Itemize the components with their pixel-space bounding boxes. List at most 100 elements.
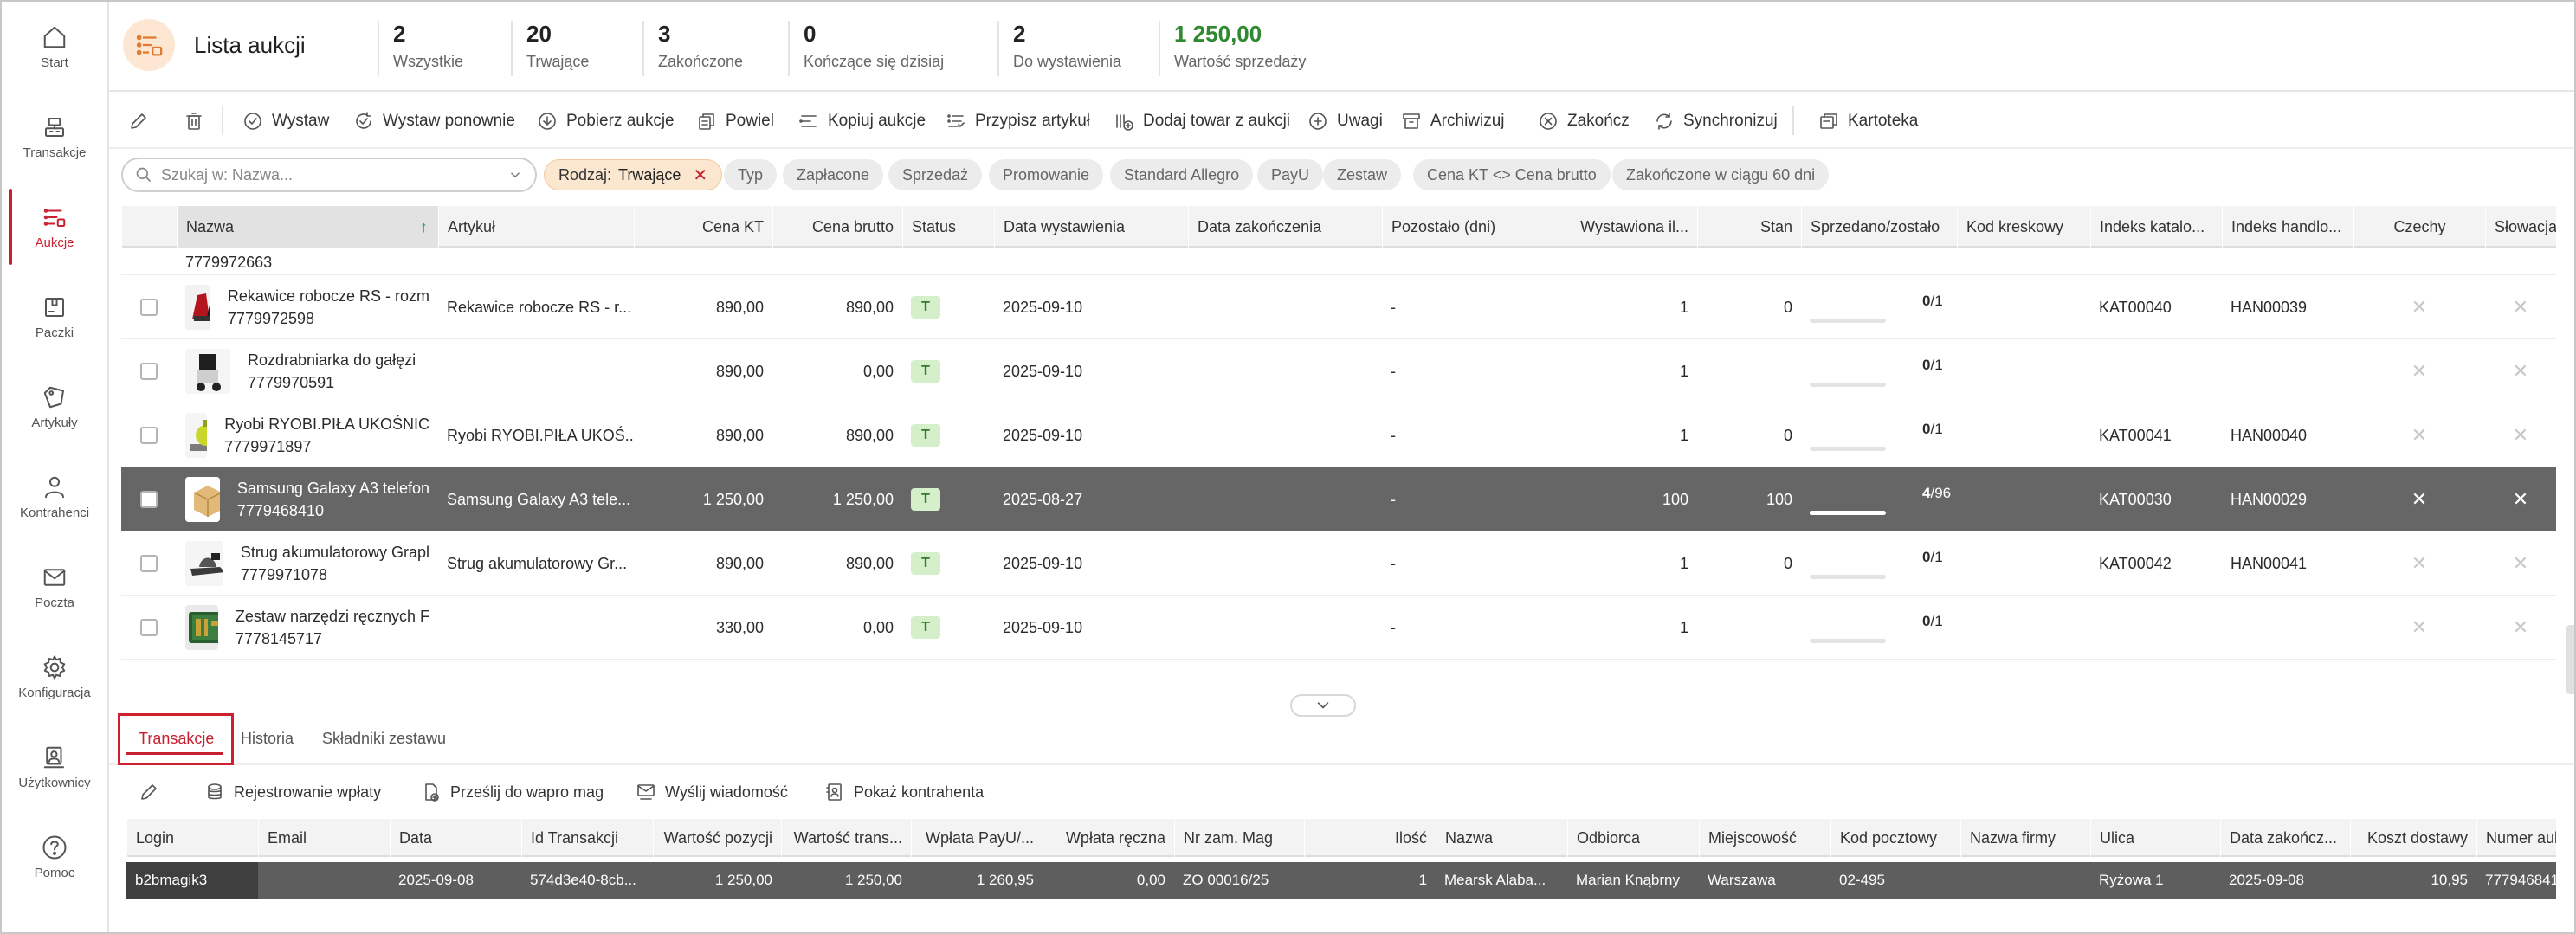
filter-chip[interactable]: Standard Allegro <box>1110 159 1254 190</box>
pencil-button[interactable] <box>128 107 149 135</box>
filter-chip[interactable]: Zestaw <box>1323 159 1402 190</box>
sidebar-item-konfiguracja[interactable]: Konfiguracja <box>2 632 107 722</box>
sidebar-item-pomoc[interactable]: Pomoc <box>2 812 107 902</box>
edit-transaction-button[interactable] <box>139 779 159 805</box>
transactions-column-header[interactable]: Ulica <box>2090 819 2220 857</box>
transactions-column-header[interactable]: Nazwa firmy <box>1960 819 2090 857</box>
stat-1[interactable]: 20 Trwające <box>511 21 589 76</box>
column-header[interactable]: Pozostało (dni) <box>1382 206 1540 248</box>
filter-chip[interactable]: PayU <box>1257 159 1324 190</box>
column-header[interactable]: Nazwa ↑ <box>177 206 438 248</box>
close-icon[interactable]: ✕ <box>2512 424 2529 446</box>
close-icon[interactable]: ✕ <box>2411 488 2428 510</box>
tool-coins-button[interactable]: Rejestrowanie wpłaty <box>204 779 381 805</box>
toolbar-check-refresh-button[interactable]: Wystaw ponownie <box>353 107 515 135</box>
filter-chip[interactable]: Zapłacone <box>783 159 884 190</box>
sidebar-item-paczki[interactable]: Paczki <box>2 272 107 362</box>
close-icon[interactable]: ✕ <box>2411 424 2428 446</box>
column-header[interactable]: Wystawiona il... <box>1540 206 1697 248</box>
close-icon[interactable]: ✕ <box>2512 616 2529 638</box>
tool-contact-card-button[interactable]: Pokaż kontrahenta <box>824 779 984 805</box>
tool-message-button[interactable]: Wyślij wiadomość <box>636 779 788 805</box>
close-icon[interactable]: ✕ <box>693 165 708 185</box>
transactions-column-header[interactable]: Koszt dostawy <box>2350 819 2476 857</box>
column-header[interactable]: Kod kreskowy <box>1957 206 2090 248</box>
close-icon[interactable]: ✕ <box>2411 552 2428 574</box>
column-header[interactable]: Indeks katalo... <box>2090 206 2222 248</box>
sidebar-item-artykuły[interactable]: Artykuły <box>2 362 107 452</box>
toolbar-assign-button[interactable]: Przypisz artykuł <box>946 107 1090 135</box>
column-header[interactable]: Indeks handlo... <box>2222 206 2353 248</box>
sidebar-item-transakcje[interactable]: Transakcje <box>2 92 107 182</box>
sidebar-item-aukcje[interactable]: Aukcje <box>2 182 107 272</box>
transactions-column-header[interactable]: Ilość <box>1304 819 1436 857</box>
column-header[interactable]: Artykuł <box>438 206 634 248</box>
toolbar-copy-list-button[interactable]: Kopiuj aukcje <box>798 107 926 135</box>
table-row[interactable]: b2bmagik3 2025-09-08 574d3e40-8cb... 1 250,… <box>126 862 2556 899</box>
stat-2[interactable]: 3 Zakończone <box>642 21 743 76</box>
transactions-column-header[interactable]: Wartość trans... <box>781 819 911 857</box>
scrollbar[interactable] <box>2566 625 2574 694</box>
row-checkbox[interactable] <box>140 491 158 508</box>
close-icon[interactable]: ✕ <box>2512 296 2529 318</box>
close-icon[interactable]: ✕ <box>2411 616 2428 638</box>
close-icon[interactable]: ✕ <box>2512 488 2529 510</box>
row-checkbox[interactable] <box>140 555 158 572</box>
row-checkbox[interactable] <box>140 363 158 380</box>
tab-skladniki-zestawu[interactable]: Składniki zestawu <box>322 730 447 747</box>
table-row[interactable]: Zestaw narzędzi ręcznych F 7778145717 330,… <box>121 596 2556 660</box>
transactions-column-header[interactable]: Kod pocztowy <box>1830 819 1960 857</box>
sidebar-item-poczta[interactable]: Poczta <box>2 542 107 632</box>
column-header[interactable]: Czechy <box>2353 206 2485 248</box>
column-header[interactable]: Sprzedano/zostało <box>1801 206 1957 248</box>
stat-3[interactable]: 0 Kończące się dzisiaj <box>788 21 944 76</box>
toolbar-sync-button[interactable]: Synchronizuj <box>1654 107 1778 135</box>
transactions-column-header[interactable]: Numer aukcji <box>2476 819 2556 857</box>
table-row[interactable]: Rozdrabniarka do gałęzi 7779970591 890,00 0… <box>121 339 2556 403</box>
toolbar-cards-button[interactable]: Kartoteka <box>1818 107 1918 135</box>
toolbar-add-product-button[interactable]: Dodaj towar z aukcji <box>1114 107 1290 135</box>
column-header[interactable]: Data wystawienia <box>994 206 1188 248</box>
trash-button[interactable] <box>184 107 204 135</box>
toolbar-download-button[interactable]: Pobierz aukcje <box>537 107 675 135</box>
column-header[interactable]: Cena KT <box>634 206 772 248</box>
close-icon[interactable]: ✕ <box>2512 552 2529 574</box>
table-row[interactable]: Ryobi RYOBI.PIŁA UKOŚNIC 7779971897 Ryobi … <box>121 403 2556 467</box>
sidebar-item-start[interactable]: Start <box>2 2 107 92</box>
transactions-column-header[interactable]: Login <box>126 819 258 857</box>
tab-historia[interactable]: Historia <box>241 730 294 747</box>
row-checkbox[interactable] <box>140 619 158 636</box>
filter-chip[interactable]: Promowanie <box>989 159 1104 190</box>
filter-chip-rodzaj[interactable]: Rodzaj: Trwające ✕ <box>544 159 723 190</box>
table-row[interactable]: Rekawice robocze RS - rozm 7779972598 Reka… <box>121 275 2556 339</box>
column-header[interactable]: Stan <box>1697 206 1801 248</box>
column-header[interactable]: Status <box>902 206 994 248</box>
stat-5[interactable]: 1 250,00 Wartość sprzedaży <box>1159 21 1306 76</box>
toolbar-comment-plus-button[interactable]: Uwagi <box>1307 107 1383 135</box>
transactions-column-header[interactable]: Wartość pozycji <box>653 819 781 857</box>
search-input[interactable]: Szukaj w: Nazwa... <box>121 158 537 192</box>
transactions-column-header[interactable]: Data <box>390 819 521 857</box>
table-row[interactable]: Strug akumulatorowy Grapl 7779971078 Strug… <box>121 531 2556 596</box>
table-row[interactable]: 7779972663 <box>121 248 2556 275</box>
filter-chip[interactable]: Zakończone w ciągu 60 dni <box>1612 159 1830 190</box>
transactions-column-header[interactable]: Email <box>258 819 390 857</box>
close-icon[interactable]: ✕ <box>2411 360 2428 382</box>
transactions-column-header[interactable]: Data zakończ... <box>2220 819 2350 857</box>
close-icon[interactable]: ✕ <box>2411 296 2428 318</box>
transactions-column-header[interactable]: Wpłata PayU/... <box>911 819 1043 857</box>
column-header[interactable]: Data zakończenia <box>1188 206 1382 248</box>
toolbar-check-circle-button[interactable]: Wystaw <box>242 107 329 135</box>
column-header[interactable]: Cena brutto <box>772 206 902 248</box>
stat-4[interactable]: 2 Do wystawienia <box>997 21 1121 76</box>
stat-0[interactable]: 2 Wszystkie <box>378 21 463 76</box>
filter-chip[interactable]: Sprzedaż <box>888 159 983 190</box>
toolbar-close-circle-button[interactable]: Zakończ <box>1538 107 1630 135</box>
sidebar-item-kontrahenci[interactable]: Kontrahenci <box>2 452 107 542</box>
close-icon[interactable]: ✕ <box>2512 360 2529 382</box>
row-checkbox[interactable] <box>140 427 158 444</box>
sort-ascending-icon[interactable]: ↑ <box>420 218 428 235</box>
tab-transakcje[interactable]: Transakcje <box>139 730 215 747</box>
transactions-column-header[interactable]: Odbiorca <box>1567 819 1699 857</box>
expand-panel-button[interactable] <box>1290 694 1356 717</box>
